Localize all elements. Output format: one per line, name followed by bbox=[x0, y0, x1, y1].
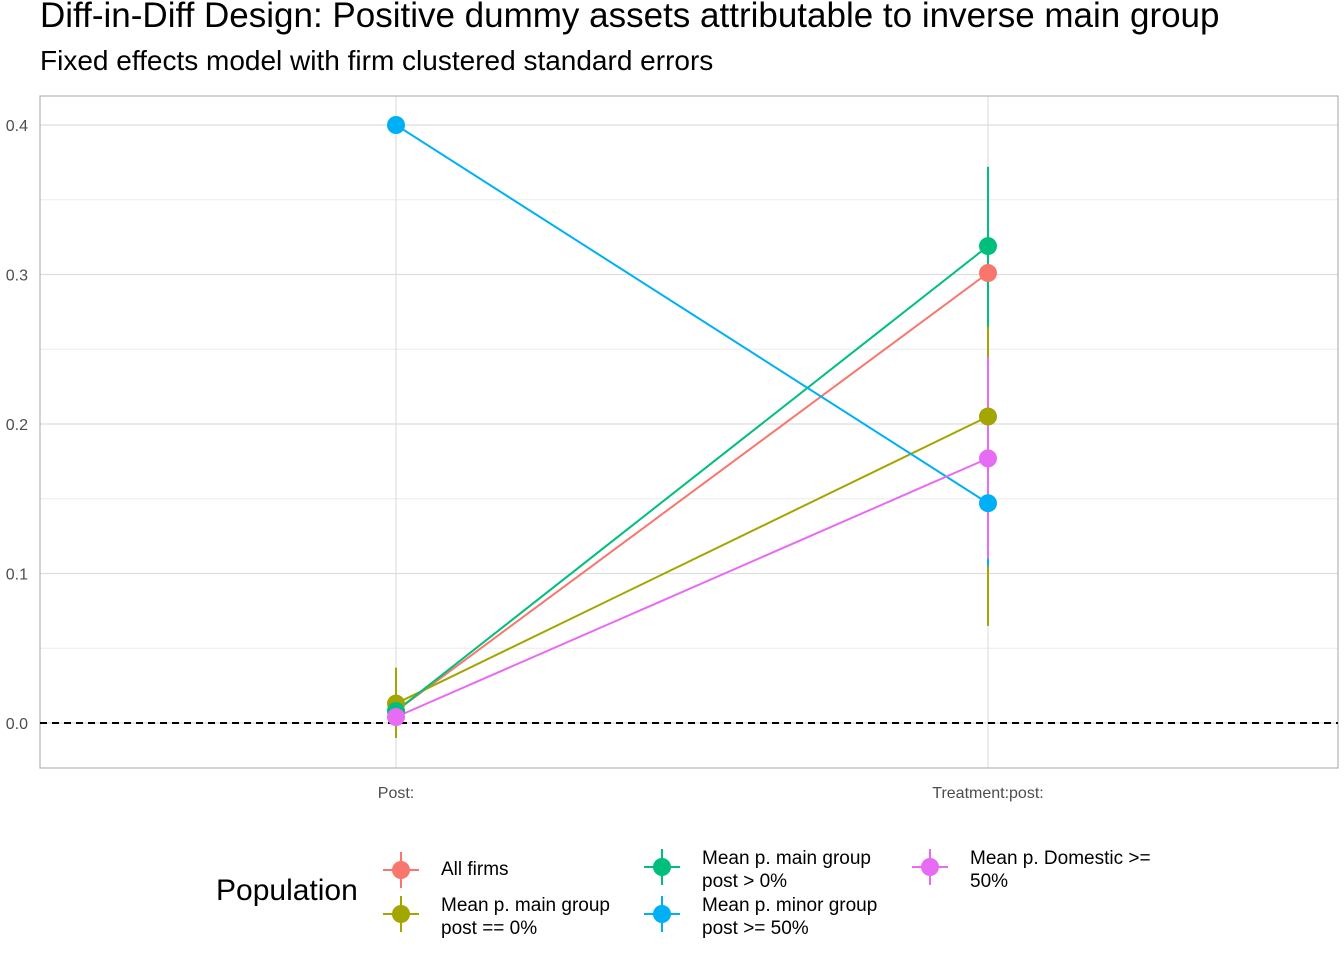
data-point-mean-p-main-group-post-0 bbox=[979, 237, 997, 256]
legend-label-mean-p-domestic-50: Mean p. Domestic >= 50% bbox=[970, 848, 1151, 892]
legend-key-all-firms bbox=[383, 852, 419, 888]
legend-title: Population bbox=[216, 874, 358, 907]
y-tick-label: 0.4 bbox=[6, 118, 28, 135]
chart-subtitle: Fixed effects model with firm clustered … bbox=[40, 45, 714, 76]
y-tick-label: 0.0 bbox=[6, 716, 28, 733]
panel-border bbox=[39, 95, 1339, 769]
legend-key-mean-p-minor-group-post-50 bbox=[644, 896, 680, 932]
x-tick-label: Treatment:post: bbox=[932, 785, 1043, 802]
x-tick-label: Post: bbox=[378, 785, 414, 802]
series-line-mean-p-minor-group-post-50 bbox=[395, 124, 989, 505]
legend-label-mean-p-minor-group-post-50: Mean p. minor group post >= 50% bbox=[702, 895, 878, 939]
y-tick-label: 0.3 bbox=[6, 268, 28, 285]
series-line-mean-p-domestic-50 bbox=[395, 457, 989, 718]
legend-key-mean-p-main-group-post-0 bbox=[383, 896, 419, 932]
series-line-mean-p-main-group-post-0 bbox=[395, 245, 989, 712]
chart-title: Diff-in-Diff Design: Positive dummy asse… bbox=[40, 0, 1220, 35]
data-point-all-firms bbox=[979, 264, 997, 283]
series-line-mean-p-main-group-post-0 bbox=[395, 415, 989, 705]
legend-key-mean-p-main-group-post-0 bbox=[644, 849, 680, 885]
data-point-mean-p-minor-group-post-50 bbox=[979, 494, 997, 513]
legend-key-mean-p-domestic-50 bbox=[912, 849, 948, 885]
legend-label-mean-p-main-group-post-0: Mean p. main group post == 0% bbox=[441, 895, 610, 939]
legend-label-all-firms: All firms bbox=[441, 859, 509, 880]
data-point-mean-p-domestic-50 bbox=[979, 449, 997, 468]
data-point-mean-p-domestic-50 bbox=[387, 708, 405, 727]
y-tick-label: 0.2 bbox=[6, 417, 28, 434]
y-tick-label: 0.1 bbox=[6, 567, 28, 584]
data-point-mean-p-minor-group-post-50 bbox=[387, 116, 405, 134]
series-line-all-firms bbox=[395, 272, 989, 712]
legend-label-mean-p-main-group-post-0: Mean p. main group post > 0% bbox=[702, 848, 871, 892]
data-point-mean-p-main-group-post-0 bbox=[979, 407, 997, 426]
